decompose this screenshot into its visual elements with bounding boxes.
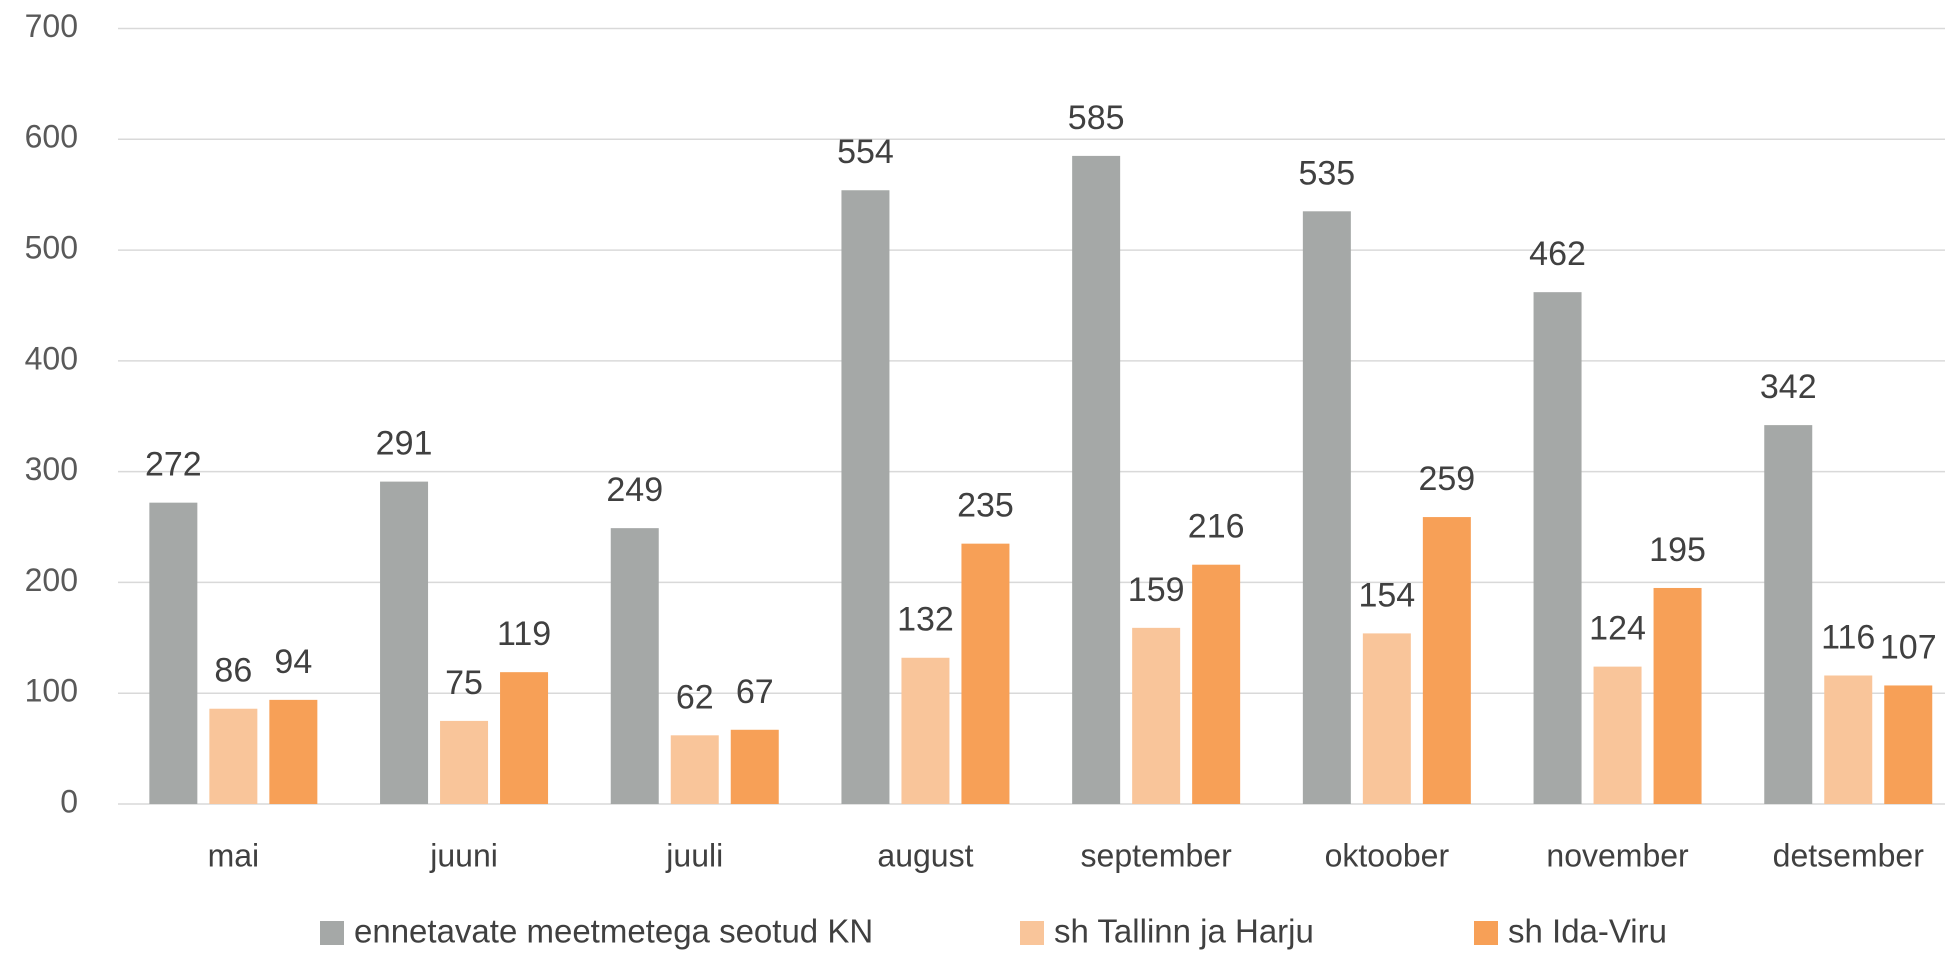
- bar: [670, 735, 719, 804]
- y-tick-label: 600: [25, 119, 78, 155]
- bar: [1422, 517, 1471, 804]
- y-tick-label: 700: [25, 8, 78, 44]
- bar: [269, 699, 318, 804]
- legend-label: sh Tallinn ja Harju: [1054, 913, 1314, 950]
- bar: [1593, 666, 1642, 804]
- bar: [380, 481, 429, 804]
- data-label: 342: [1760, 368, 1817, 406]
- bar: [440, 720, 489, 804]
- bar: [1362, 633, 1411, 804]
- bar: [610, 528, 659, 804]
- bar: [1132, 627, 1181, 804]
- data-label: 195: [1649, 531, 1706, 569]
- bar: [209, 708, 258, 804]
- data-label: 124: [1589, 610, 1646, 648]
- legend-swatch: [1474, 921, 1498, 945]
- x-tick-label: detsember: [1773, 837, 1925, 873]
- y-tick-label: 300: [25, 451, 78, 487]
- data-label: 535: [1298, 154, 1355, 192]
- bar: [730, 729, 779, 804]
- y-tick-label: 100: [25, 673, 78, 709]
- bar: [901, 657, 950, 804]
- legend-swatch: [320, 921, 344, 945]
- data-label: 272: [145, 446, 202, 484]
- x-tick-label: august: [877, 837, 973, 873]
- bar: [500, 672, 549, 804]
- x-tick-label: mai: [208, 837, 260, 873]
- data-label: 235: [957, 487, 1014, 525]
- x-tick-label: september: [1081, 837, 1233, 873]
- legend-swatch: [1020, 921, 1044, 945]
- bar: [841, 190, 890, 805]
- bar: [1824, 675, 1873, 804]
- data-label: 154: [1358, 576, 1415, 614]
- legend-label: sh Ida-Viru: [1508, 913, 1667, 950]
- data-label: 462: [1529, 235, 1586, 273]
- bar: [1764, 425, 1813, 804]
- data-label: 159: [1128, 571, 1185, 609]
- data-label: 119: [497, 615, 551, 653]
- y-tick-label: 500: [25, 230, 78, 266]
- data-label: 554: [837, 133, 894, 171]
- data-label: 259: [1418, 460, 1475, 498]
- x-tick-label: oktoober: [1325, 837, 1450, 873]
- data-label: 67: [736, 673, 774, 711]
- x-tick-label: juuli: [665, 837, 723, 873]
- bar: [1533, 292, 1582, 804]
- bar: [1884, 685, 1933, 804]
- data-label: 291: [376, 425, 433, 463]
- bar: [961, 543, 1010, 804]
- data-label: 585: [1068, 99, 1125, 137]
- y-tick-label: 200: [25, 562, 78, 598]
- data-label: 75: [445, 664, 483, 702]
- y-tick-label: 400: [25, 340, 78, 376]
- bar: [1653, 587, 1702, 804]
- data-label: 216: [1188, 508, 1245, 546]
- data-label: 132: [897, 601, 954, 639]
- x-tick-label: november: [1546, 837, 1689, 873]
- bar: [1302, 211, 1351, 804]
- x-tick-label: juuni: [429, 837, 498, 873]
- data-label: 249: [606, 471, 663, 509]
- y-tick-label: 0: [60, 783, 78, 819]
- legend-label: ennetavate meetmetega seotud KN: [354, 913, 873, 950]
- bar: [1192, 564, 1241, 804]
- bar: [1072, 155, 1121, 804]
- data-label: 94: [274, 643, 312, 681]
- data-label: 116: [1821, 618, 1875, 656]
- data-label: 62: [676, 678, 714, 716]
- bar: [149, 502, 198, 804]
- data-label: 86: [214, 652, 252, 690]
- data-label: 107: [1880, 628, 1937, 666]
